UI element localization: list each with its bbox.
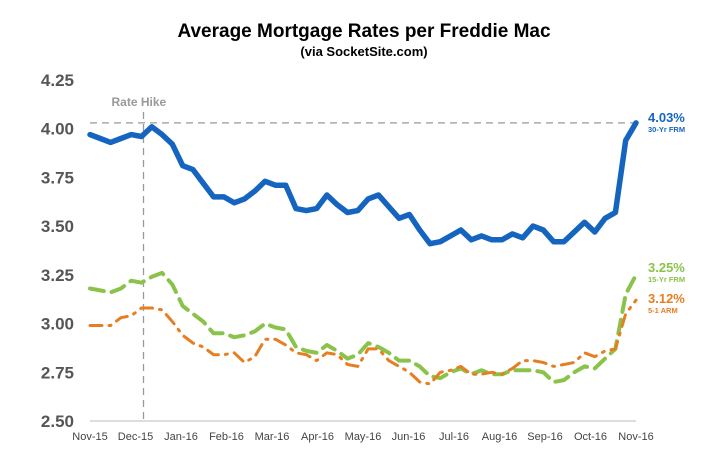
- x-tick-label: Feb-16: [209, 431, 244, 443]
- series-line-1: [88, 270, 638, 384]
- x-tick-label: Nov-16: [618, 431, 653, 443]
- reference-layer: Rate Hike: [90, 95, 636, 421]
- x-tick-label: Sep-16: [527, 431, 562, 443]
- series-end-name-1: 15-Yr FRM: [648, 275, 685, 284]
- x-tick-label: Mar-16: [255, 431, 290, 443]
- y-tick-label: 4.00: [41, 120, 74, 139]
- series-layer: [87, 120, 639, 386]
- chart-title: Average Mortgage Rates per Freddie Mac: [177, 21, 551, 42]
- series-end-name-2: 5-1 ARM: [648, 306, 678, 315]
- y-tick-label: 3.50: [41, 217, 74, 236]
- y-tick-label: 3.00: [41, 315, 74, 334]
- y-tick-label: 3.25: [41, 266, 74, 285]
- series-end-value-0: 4.03%: [648, 110, 685, 125]
- x-tick-label: May-16: [345, 431, 382, 443]
- rate-hike-label: Rate Hike: [112, 95, 167, 109]
- label-layer: 4.03%30-Yr FRM 3.25%15-Yr FRM 3.12%5-1 ARM: [648, 110, 685, 315]
- y-tick-label: 2.50: [41, 412, 74, 431]
- x-tick-label: Aug-16: [482, 431, 517, 443]
- chart-subtitle: (via SocketSite.com): [300, 44, 427, 59]
- series-end-value-2: 3.12%: [648, 291, 685, 306]
- y-tick-label: 3.75: [41, 168, 74, 187]
- x-tick-label: Jun-16: [392, 431, 426, 443]
- x-tick-label: Apr-16: [301, 431, 334, 443]
- x-tick-label: Oct-16: [574, 431, 607, 443]
- y-tick-label: 4.25: [41, 71, 74, 90]
- x-tick-label: Jul-16: [439, 431, 469, 443]
- y-tick-label: 2.75: [41, 363, 74, 382]
- x-tick-label: Nov-15: [72, 431, 107, 443]
- series-end-value-1: 3.25%: [648, 260, 685, 275]
- x-tick-label: Jan-16: [164, 431, 198, 443]
- series-line-2: [88, 298, 638, 386]
- series-line-0: [87, 120, 639, 247]
- x-tick-label: Dec-15: [118, 431, 153, 443]
- series-end-name-0: 30-Yr FRM: [648, 125, 685, 134]
